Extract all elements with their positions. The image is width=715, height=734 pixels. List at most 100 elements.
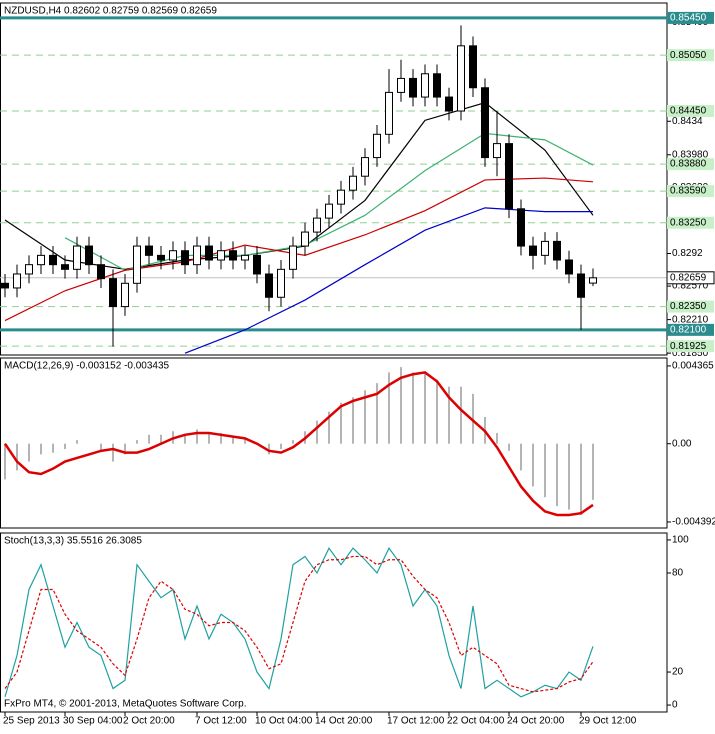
panel xyxy=(0,532,668,713)
key-level-box xyxy=(667,11,714,24)
y-tick-label: 0.82210 xyxy=(672,314,709,325)
candle-body xyxy=(301,231,309,247)
panel-title: Stoch(13,3,3) 35.5516 26.3085 xyxy=(4,536,142,547)
y-tick-label: 0 xyxy=(672,700,678,711)
candle-body xyxy=(589,277,597,284)
candle-body xyxy=(49,254,57,266)
candle-body xyxy=(493,143,501,159)
candle-body xyxy=(169,250,177,261)
y-tick-label: 0.81850 xyxy=(672,348,709,359)
x-tick-label: 10 Oct 04:00 xyxy=(255,716,313,727)
candle-body xyxy=(37,254,45,266)
y-tick-label: 80 xyxy=(672,568,684,579)
candle-body xyxy=(85,245,93,266)
level-label: 0.85050 xyxy=(670,50,707,61)
y-tick-label: 0.8434 xyxy=(672,116,703,127)
candle-body xyxy=(13,273,21,289)
candle-body xyxy=(397,77,405,93)
candle-body xyxy=(481,87,489,159)
candle-body xyxy=(577,273,585,298)
level-label: 0.84450 xyxy=(670,106,707,117)
level-label-box xyxy=(667,300,714,313)
candle-body xyxy=(469,45,477,89)
x-tick-label: 2 Oct 20:00 xyxy=(123,716,175,727)
key-level-label: 0.82100 xyxy=(670,324,707,335)
candle-body xyxy=(241,254,249,261)
moving-average xyxy=(184,207,593,354)
candle-body xyxy=(229,250,237,261)
candle-body xyxy=(517,208,525,247)
candle-body xyxy=(289,245,297,270)
y-tick-label: 100 xyxy=(672,535,689,546)
y-tick-label: 20 xyxy=(672,667,684,678)
key-level-label: 0.85450 xyxy=(670,13,707,24)
y-tick-label: 0.82570 xyxy=(672,281,709,292)
last-price-box xyxy=(666,271,715,285)
stoch-line xyxy=(4,555,594,693)
candle-body xyxy=(421,73,429,98)
level-label-box xyxy=(667,49,714,62)
candle-body xyxy=(133,245,141,284)
y-tick-label: 0.00 xyxy=(672,438,692,449)
candle-body xyxy=(121,282,129,308)
candle-body xyxy=(193,245,201,266)
candle-body xyxy=(325,203,333,219)
candle-body xyxy=(337,189,345,205)
candle-body xyxy=(349,175,357,191)
key-level-box xyxy=(667,323,714,336)
y-tick-label: 0.83980 xyxy=(672,149,709,160)
x-tick-label: 17 Oct 12:00 xyxy=(387,716,445,727)
panel xyxy=(0,2,668,356)
candle-body xyxy=(253,254,261,275)
candle-body xyxy=(97,264,105,280)
y-tick-label: 0.004365 xyxy=(672,361,714,372)
level-label-box xyxy=(667,216,714,229)
y-tick-label: -0.004392 xyxy=(672,517,715,528)
candle-body xyxy=(541,240,549,256)
x-tick-label: 24 Oct 20:00 xyxy=(507,716,565,727)
candle-body xyxy=(217,250,225,261)
candle-body xyxy=(181,250,189,266)
level-label: 0.83250 xyxy=(670,217,707,228)
candle-body xyxy=(445,96,453,112)
candle-body xyxy=(61,264,69,270)
candle-body xyxy=(145,245,153,256)
panel-title: MACD(12,26,9) -0.003152 -0.003435 xyxy=(4,361,170,372)
candle-body xyxy=(109,278,117,308)
macd-signal xyxy=(3,371,594,517)
stoch-line xyxy=(4,547,594,698)
candle-body xyxy=(313,217,321,233)
level-label-box xyxy=(667,158,714,171)
x-tick-label: 7 Oct 12:00 xyxy=(195,716,247,727)
candle-body xyxy=(433,73,441,98)
candle-body xyxy=(529,245,537,256)
panel xyxy=(0,357,668,529)
footer: FxPro MT4, © 2001-2013, MetaQuotes Softw… xyxy=(4,699,246,710)
candle-body xyxy=(505,143,513,210)
level-label: 0.82350 xyxy=(670,301,707,312)
y-tick-label: 0.8292 xyxy=(672,248,703,259)
last-price-label: 0.82659 xyxy=(670,272,707,283)
candle-body xyxy=(457,45,465,112)
moving-average xyxy=(64,132,594,271)
candle-body xyxy=(277,268,285,298)
candle-body xyxy=(157,254,165,261)
level-label: 0.81925 xyxy=(670,341,707,352)
candle-body xyxy=(205,245,213,261)
level-label-box xyxy=(667,105,714,118)
candle-body xyxy=(73,245,81,270)
candle-body xyxy=(385,91,393,135)
x-tick-label: 22 Oct 04:00 xyxy=(447,716,505,727)
candle-body xyxy=(25,264,33,275)
candle-body xyxy=(373,133,381,159)
level-label-box xyxy=(667,185,714,198)
x-tick-label: 25 Sep 2013 xyxy=(3,716,60,727)
candle-body xyxy=(265,273,273,298)
x-tick-label: 14 Oct 20:00 xyxy=(315,716,373,727)
panel-title: NZDUSD,H4 0.82602 0.82759 0.82569 0.8265… xyxy=(4,6,217,17)
x-tick-label: 30 Sep 04:00 xyxy=(63,716,123,727)
candle-body xyxy=(553,240,561,261)
level-label-box xyxy=(667,340,714,353)
level-label: 0.83880 xyxy=(670,159,707,170)
